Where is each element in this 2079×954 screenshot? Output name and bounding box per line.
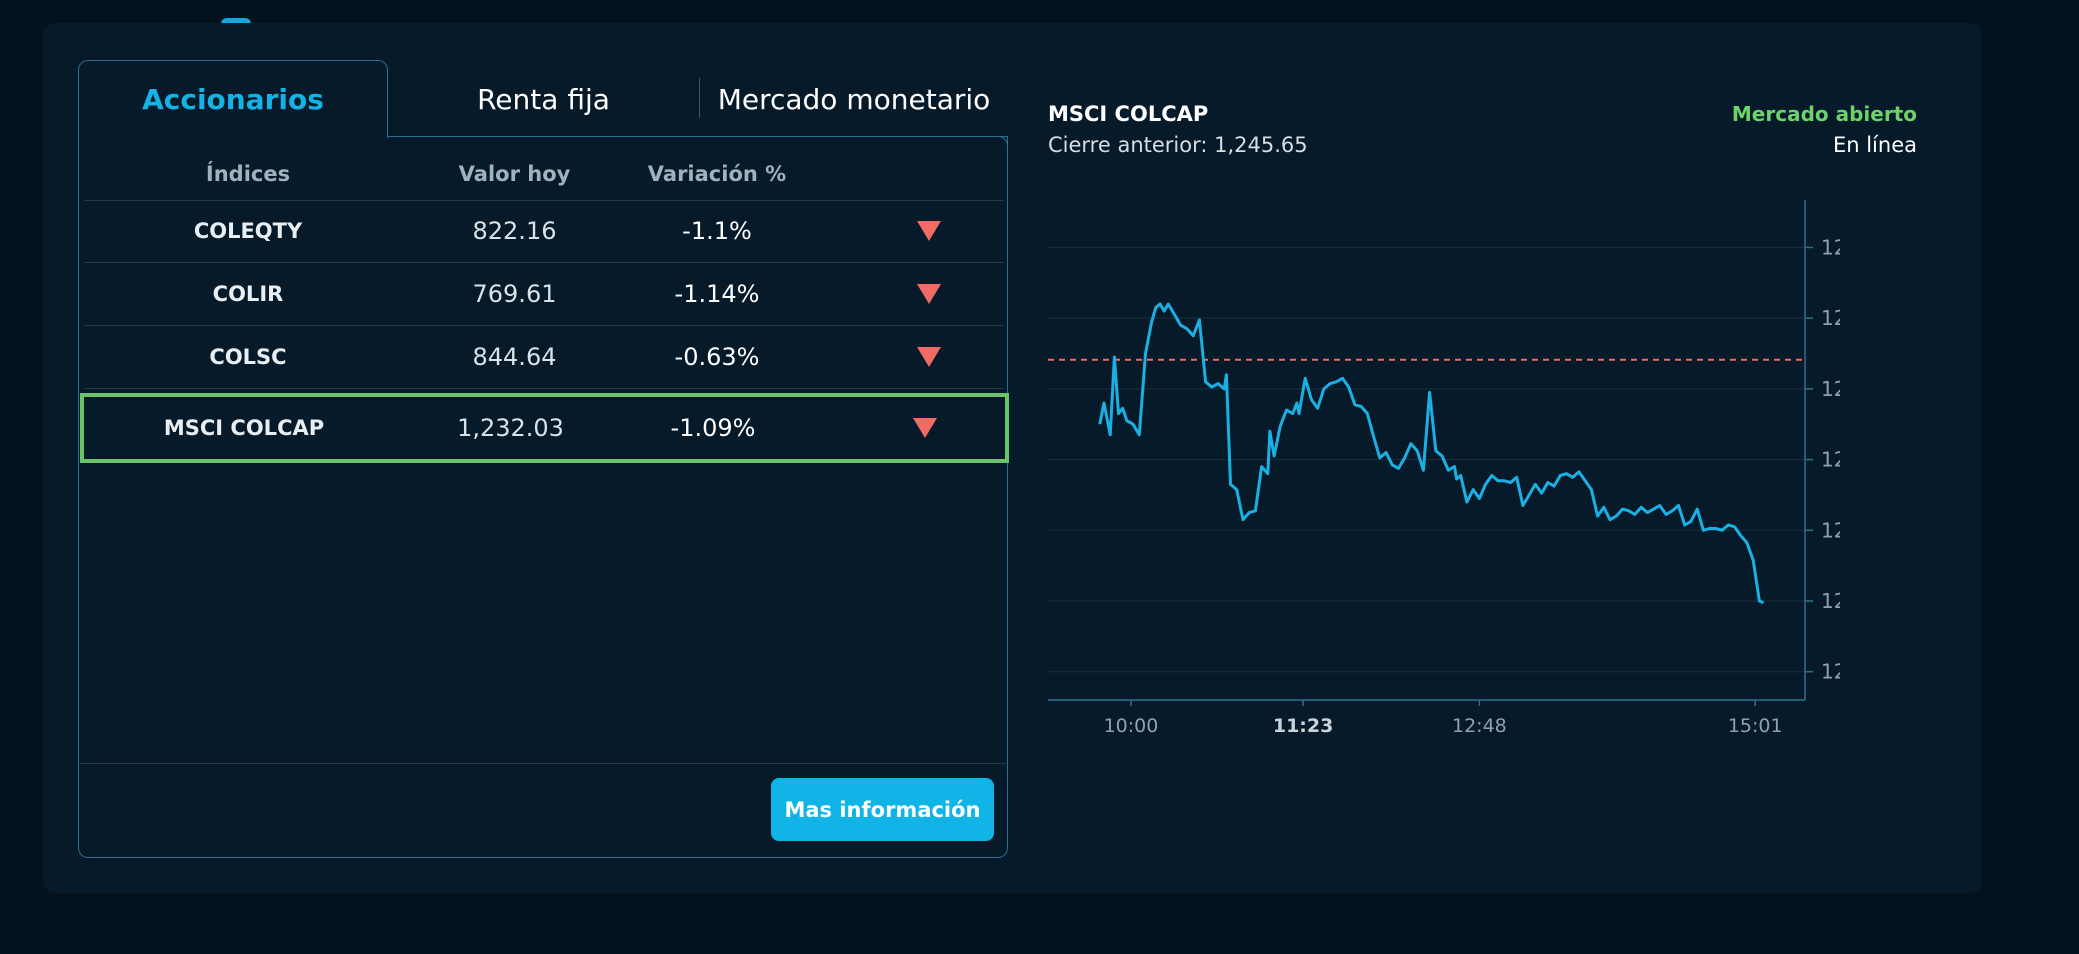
row-variation: -0.63%	[674, 343, 760, 371]
header-indices: Índices	[205, 162, 291, 186]
row-name: COLEQTY	[193, 219, 303, 243]
tab-accionarios[interactable]: Accionarios	[78, 60, 388, 138]
tab-renta-fija[interactable]: Renta fija	[477, 82, 610, 116]
down-arrow-icon	[904, 326, 954, 388]
price-chart: 1252.00 1248.00 1244.00 1240.00 1236.00 1232.…	[1048, 200, 1840, 737]
row-variation: -1.09%	[670, 414, 756, 442]
down-arrow-icon	[904, 200, 954, 262]
header-variacion: Variación %	[647, 162, 787, 186]
chart-title: MSCI COLCAP	[1048, 102, 1209, 126]
market-status: Mercado abierto	[1731, 102, 1917, 126]
row-name: MSCI COLCAP	[163, 416, 325, 440]
row-variation: -1.1%	[682, 217, 752, 245]
table-row-coleqty[interactable]: COLEQTY 822.16 -1.1%	[84, 200, 1004, 263]
y-tick-label: 1236.00	[1821, 518, 1840, 542]
y-tick-labels: 1252.00 1248.00 1244.00 1240.00 1236.00 1232.…	[1821, 235, 1840, 683]
chart-axes	[1048, 200, 1813, 706]
y-tick-label: 1232.00	[1821, 589, 1840, 613]
online-status: En línea	[1832, 133, 1917, 157]
row-name: COLSC	[209, 345, 287, 369]
indices-panel	[78, 136, 1008, 858]
previous-close: Cierre anterior: 1,245.65	[1048, 133, 1308, 157]
x-tick-label: 11:23	[1273, 715, 1333, 737]
y-tick-label: 1252.00	[1821, 235, 1840, 259]
row-variation: -1.14%	[674, 280, 760, 308]
x-tick-label: 15:01	[1728, 715, 1783, 737]
x-tick-label: 12:48	[1452, 715, 1507, 737]
table-row-colsc[interactable]: COLSC 844.64 -0.63%	[84, 326, 1004, 389]
row-value: 1,232.03	[457, 414, 564, 442]
header-valor-hoy: Valor hoy	[458, 162, 571, 186]
table-header: Índices Valor hoy Variación %	[84, 148, 1004, 201]
down-arrow-icon	[904, 263, 954, 325]
row-value: 769.61	[472, 280, 557, 308]
y-tick-label: 1228.00	[1821, 660, 1840, 684]
table-row-msci-colcap[interactable]: MSCI COLCAP 1,232.03 -1.09%	[80, 393, 1009, 463]
y-tick-label: 1240.00	[1821, 448, 1840, 472]
more-info-button[interactable]: Mas información	[771, 778, 994, 841]
row-value: 822.16	[472, 217, 557, 245]
y-tick-label: 1244.00	[1821, 377, 1840, 401]
tab-bar: Accionarios Renta fija Mercado monetario	[78, 60, 1008, 147]
x-tick-labels: 10:00 11:23 12:48 15:01	[1104, 715, 1783, 737]
indices-card	[43, 23, 1982, 893]
x-tick-label: 10:00	[1104, 715, 1159, 737]
tab-separator	[699, 78, 700, 118]
chart-grid	[1048, 246, 1805, 673]
down-arrow-icon	[900, 397, 950, 459]
series-line-msci-colcap	[1098, 302, 1765, 605]
tab-mercado-monetario[interactable]: Mercado monetario	[717, 82, 991, 116]
row-value: 844.64	[472, 343, 557, 371]
table-row-colir[interactable]: COLIR 769.61 -1.14%	[84, 263, 1004, 326]
row-name: COLIR	[212, 282, 284, 306]
panel-footer-divider	[80, 763, 1006, 764]
y-tick-label: 1248.00	[1821, 306, 1840, 330]
